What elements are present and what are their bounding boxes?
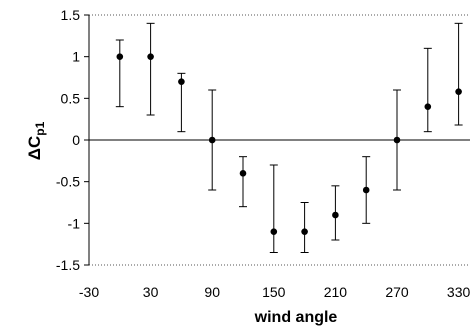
y-tick-label: -1.5 — [56, 257, 80, 273]
data-point — [208, 136, 216, 144]
x-tick-label: 330 — [447, 284, 471, 300]
x-tick-label: 30 — [143, 284, 159, 300]
y-tick-label: 0.5 — [61, 90, 81, 106]
labels-layer: 1.5 1 0.5 0 -0.5 -1 -1.5 -30 30 90 150 210 270 330 — [56, 7, 471, 300]
y-tick-label: -1 — [68, 215, 81, 231]
y-tick-label: 1.5 — [61, 7, 81, 23]
x-tick-label: 270 — [385, 284, 409, 300]
x-axis-title: wind angle — [254, 309, 338, 326]
data-point — [178, 78, 185, 85]
data-point — [270, 228, 278, 235]
data-point — [362, 186, 370, 194]
x-tick-label: -30 — [79, 284, 99, 300]
x-tick-label: 210 — [324, 284, 348, 300]
data-point — [301, 228, 308, 235]
data-point — [116, 53, 124, 60]
data-point — [147, 53, 154, 60]
data-point — [332, 211, 339, 219]
marks-layer — [115, 22, 463, 253]
y-axis-title-sub: p1 — [33, 121, 47, 135]
data-point — [239, 170, 247, 177]
grid-layer — [89, 14, 470, 266]
data-point — [455, 88, 462, 95]
y-axis-title-main: ΔC — [25, 136, 44, 161]
axes-layer — [84, 14, 470, 266]
data-point — [424, 103, 432, 110]
y-tick-label: -0.5 — [56, 174, 80, 190]
y-tick-label: 0 — [72, 132, 80, 148]
data-point — [393, 136, 401, 144]
y-axis-title: ΔCp1 — [25, 121, 47, 160]
y-tick-label: 1 — [72, 49, 80, 65]
x-tick-label: 90 — [204, 284, 220, 300]
x-tick-label: 150 — [262, 284, 286, 300]
